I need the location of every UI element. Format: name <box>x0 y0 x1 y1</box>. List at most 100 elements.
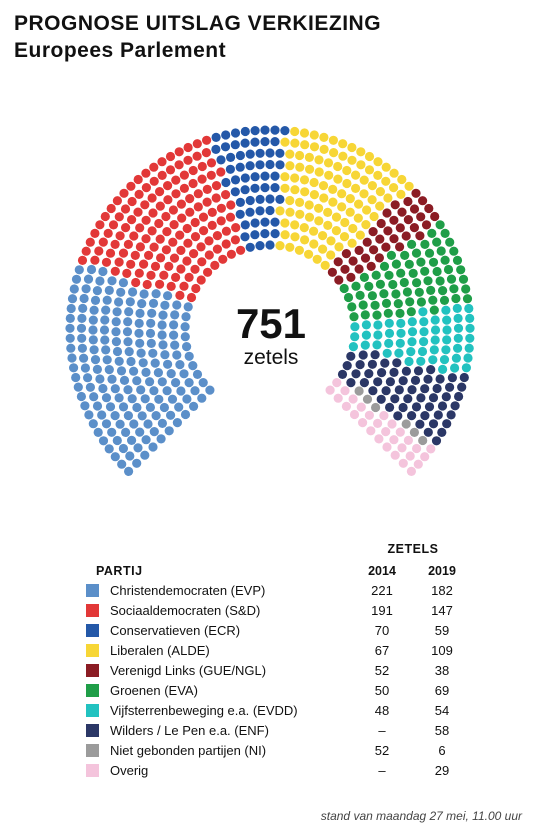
seat-dot <box>423 276 433 286</box>
seat-dot <box>331 226 341 236</box>
seats-2014: 67 <box>374 643 390 658</box>
seat-dot <box>179 183 189 193</box>
seat-dot <box>240 126 250 137</box>
seat-dot <box>114 356 124 366</box>
seat-dot <box>175 230 185 240</box>
seat-dot <box>151 289 161 299</box>
seat-dot <box>415 231 425 241</box>
seat-dot <box>442 419 452 429</box>
seat-dot <box>465 333 475 343</box>
seat-dot <box>409 427 419 437</box>
seat-dot <box>379 411 389 421</box>
seat-dot <box>115 419 125 429</box>
seat-dot <box>118 402 129 412</box>
seat-dot <box>207 220 217 230</box>
seat-dot <box>138 358 148 368</box>
seat-dot <box>175 290 185 300</box>
seat-dot <box>141 183 151 193</box>
seats-2014: 48 <box>374 703 390 718</box>
seat-dot <box>255 194 265 204</box>
seat-dot <box>136 348 146 358</box>
seat-dot <box>210 260 220 270</box>
seat-dot <box>126 356 136 367</box>
seat-dot <box>240 138 250 148</box>
seat-dot <box>319 193 329 203</box>
seat-dot <box>112 196 122 206</box>
seat-dot <box>240 185 250 195</box>
seat-dot <box>351 281 361 291</box>
seat-dot <box>95 276 105 286</box>
seat-dot <box>88 419 98 429</box>
seat-dot <box>147 308 157 318</box>
seat-dot <box>323 158 334 168</box>
seat-dot <box>430 325 441 335</box>
seat-dot <box>132 458 142 468</box>
seats-2019: 69 <box>434 683 450 698</box>
seat-dot <box>100 315 110 325</box>
seat-dot <box>354 199 364 209</box>
seats-2019: 58 <box>434 723 450 738</box>
zetels-header: ZETELS <box>387 542 439 556</box>
seat-dot <box>373 377 383 387</box>
seat-dot <box>424 203 434 214</box>
seat-dot <box>197 393 207 403</box>
seat-dot <box>107 374 117 384</box>
seat-dot <box>146 338 156 348</box>
seat-dot <box>179 170 189 180</box>
seat-dot <box>435 220 445 230</box>
seat-dot <box>193 189 203 199</box>
seat-dot <box>364 281 374 291</box>
party-name: Groenen (EVA) <box>110 683 198 698</box>
seat-dot <box>443 264 454 275</box>
seat-dot <box>110 411 120 421</box>
seat-dot <box>149 162 159 172</box>
seat-dot <box>314 216 324 226</box>
seat-dot <box>442 325 452 335</box>
seat-dot <box>347 302 357 312</box>
seat-dot <box>441 345 451 355</box>
seat-dot <box>77 313 87 323</box>
seat-dot <box>157 157 167 167</box>
seat-dot <box>366 261 376 271</box>
seat-dot <box>362 237 372 247</box>
seat-dot <box>433 410 443 420</box>
seat-dot <box>128 287 138 297</box>
seat-dot <box>453 333 463 343</box>
seat-dot <box>420 239 430 249</box>
seat-dot <box>355 360 365 370</box>
seat-dot <box>381 176 391 186</box>
seat-dot <box>135 242 145 252</box>
seat-dot <box>101 419 112 429</box>
seat-dot <box>430 211 440 222</box>
chart-title: PROGNOSE UITSLAG VERKIEZING Europees Par… <box>14 10 381 64</box>
seat-dot <box>161 245 171 255</box>
seat-dot <box>162 227 172 237</box>
seat-dot <box>135 308 145 318</box>
seat-dot <box>235 197 245 207</box>
seat-dot <box>231 223 241 233</box>
seat-dot <box>403 394 413 404</box>
seat-dot <box>157 170 167 180</box>
seat-dot <box>285 207 295 217</box>
seat-dot <box>351 183 361 193</box>
seat-dot <box>323 220 333 230</box>
seat-dot <box>451 293 461 304</box>
seat-dot <box>149 176 159 186</box>
seat-dot <box>423 374 433 384</box>
seat-dot <box>81 284 91 294</box>
seat-dot <box>177 213 187 223</box>
seats-2014: 50 <box>374 683 390 698</box>
seat-dot <box>416 212 426 222</box>
seat-dot <box>438 286 448 296</box>
seat-dot <box>121 223 131 233</box>
seat-dot <box>162 386 172 396</box>
seat-dot <box>89 392 99 402</box>
seat-dot <box>372 310 382 320</box>
seat-dot <box>421 220 432 230</box>
seat-dot <box>395 308 405 318</box>
seat-dot <box>383 308 393 318</box>
seat-dot <box>416 297 426 307</box>
seat-dot <box>295 162 305 172</box>
seat-dot <box>126 259 136 269</box>
seats-2019: 109 <box>431 643 453 658</box>
